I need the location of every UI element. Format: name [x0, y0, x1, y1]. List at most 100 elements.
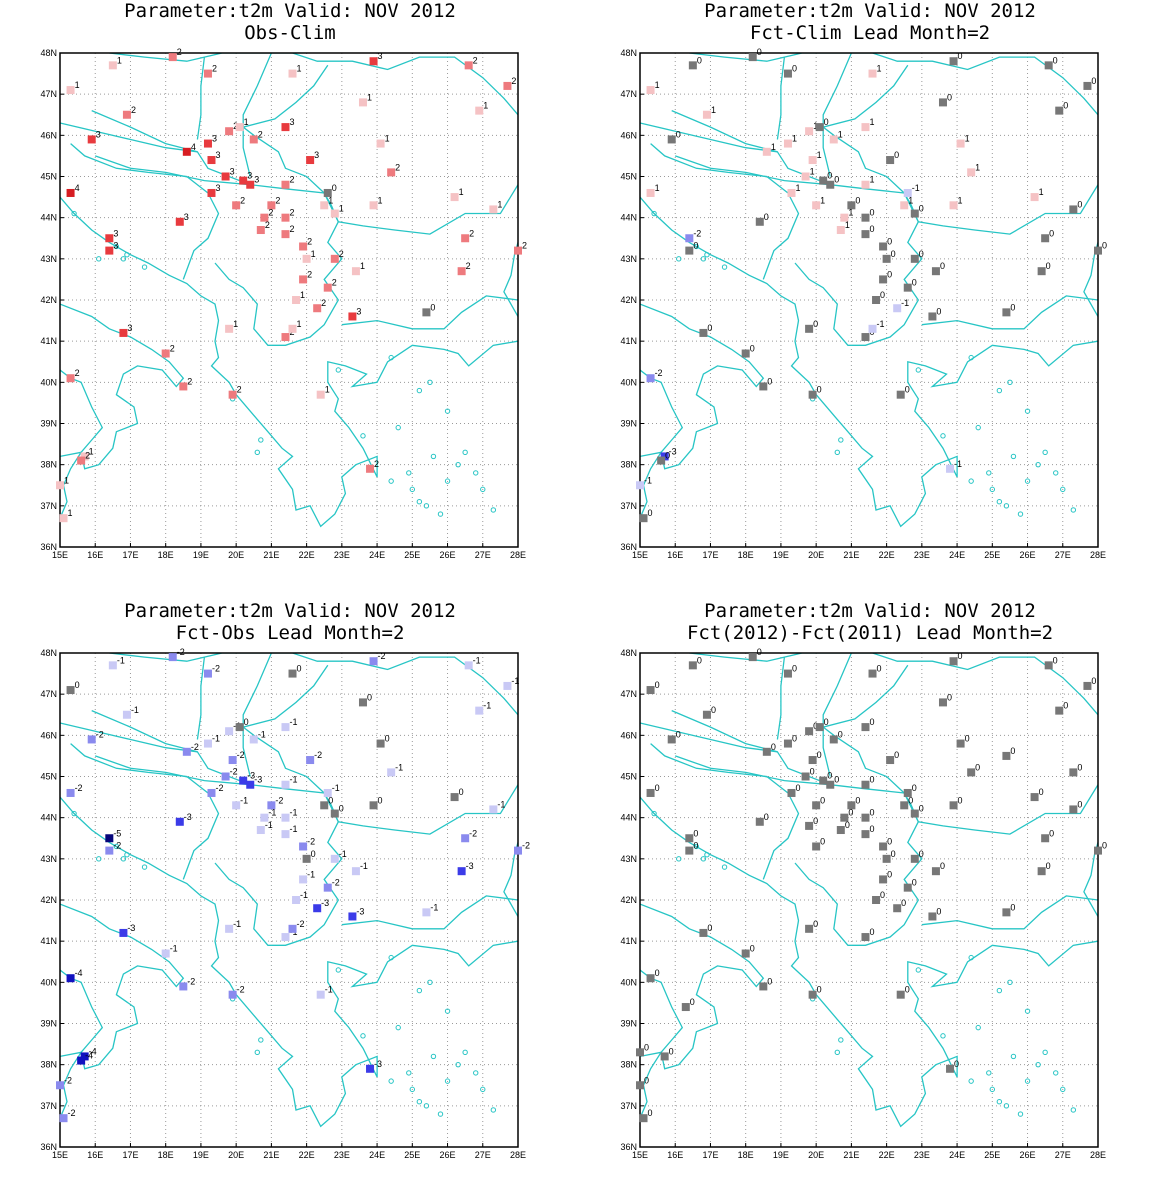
station-square: [956, 739, 965, 748]
station-marker: 3: [306, 150, 319, 165]
station-marker: 0: [667, 129, 681, 144]
station-marker: 0: [861, 824, 874, 839]
coastline: [60, 903, 185, 1070]
station-value: 0: [764, 212, 769, 222]
station-value: 0: [810, 767, 815, 777]
station-square: [1002, 308, 1011, 317]
station-marker: 0: [646, 783, 660, 797]
island: [1042, 449, 1048, 456]
island: [395, 424, 401, 431]
station-square: [826, 780, 835, 789]
station-value: 0: [838, 729, 843, 739]
station-marker: 4: [66, 183, 80, 197]
station-square: [299, 875, 308, 884]
station-value: -1: [268, 808, 276, 818]
island: [721, 864, 728, 870]
station-square: [882, 854, 891, 863]
station-value: 0: [430, 302, 435, 312]
station-square: [956, 139, 965, 148]
station-marker: 3: [369, 51, 383, 66]
island: [676, 856, 682, 862]
station-marker: -2: [66, 783, 83, 797]
x-tick-label: 15E: [52, 1150, 68, 1160]
station-marker: 0: [882, 849, 896, 863]
station-marker: -1: [903, 183, 920, 197]
station-value: 0: [958, 651, 963, 661]
station-value: -1: [258, 729, 266, 739]
station-square: [387, 168, 396, 177]
island: [416, 499, 423, 505]
station-marker: -2: [207, 783, 224, 797]
station-value: -2: [191, 742, 199, 752]
island: [388, 354, 394, 361]
station-square: [422, 908, 431, 917]
station-marker: -1: [489, 799, 505, 814]
island: [388, 1078, 394, 1084]
station-marker: 0: [1055, 101, 1068, 115]
island: [388, 478, 394, 484]
station-value: 0: [905, 385, 910, 395]
station-marker: 1: [316, 385, 330, 399]
y-tick-label: 36N: [40, 1142, 57, 1152]
station-marker: 0: [903, 783, 917, 797]
station-square: [105, 234, 114, 243]
station-square: [931, 267, 940, 276]
station-value: -2: [177, 647, 185, 657]
station-marker: 0: [667, 729, 681, 744]
x-tick-label: 26E: [440, 550, 456, 560]
station-square: [893, 304, 902, 313]
title-line-1: Parameter:t2m Valid: NOV 2012: [124, 0, 456, 22]
station-square: [358, 698, 367, 707]
station-square: [281, 213, 290, 222]
station-value: 1: [771, 142, 776, 152]
station-marker: -1: [281, 775, 297, 789]
island: [395, 1024, 401, 1031]
station-square: [292, 296, 301, 304]
station-value: 0: [648, 1108, 653, 1118]
station-marker: 0: [949, 651, 963, 666]
station-value: 0: [655, 968, 660, 978]
x-tick-label: 24E: [949, 550, 965, 560]
station-square: [235, 123, 244, 132]
station-value: 0: [750, 944, 755, 954]
station-marker: 3: [348, 306, 361, 321]
station-marker: 0: [861, 208, 874, 222]
island: [444, 478, 451, 484]
island: [423, 503, 430, 509]
x-tick-label: 27E: [1055, 550, 1071, 560]
coastline: [689, 653, 1098, 716]
station-square: [903, 788, 912, 797]
station-value: 0: [1077, 799, 1082, 809]
coastline: [109, 53, 518, 116]
station-value: 1: [75, 80, 80, 90]
station-marker: 0: [1094, 241, 1107, 255]
station-value: 0: [912, 878, 917, 888]
station-value: 0: [1049, 228, 1054, 238]
station-square: [688, 661, 697, 670]
island: [409, 1086, 416, 1093]
station-value: 0: [869, 927, 874, 937]
station-square: [288, 924, 297, 933]
station-value: -1: [954, 459, 962, 469]
coastline: [640, 796, 817, 996]
station-square: [1069, 205, 1078, 214]
island: [968, 478, 974, 484]
station-value: 1: [655, 183, 660, 193]
station-value: 4: [75, 183, 80, 193]
island: [430, 1053, 437, 1060]
station-value: 3: [254, 175, 259, 185]
coastline: [196, 57, 206, 140]
y-tick-label: 45N: [620, 772, 637, 782]
station-marker: 2: [122, 105, 136, 119]
station-marker: -2: [646, 368, 663, 383]
coastline: [60, 1051, 83, 1119]
x-tick-label: 18E: [738, 550, 754, 560]
station-square: [422, 308, 431, 317]
x-tick-label: 28E: [510, 550, 526, 560]
x-tick-label: 25E: [404, 550, 420, 560]
station-value: 0: [827, 171, 832, 181]
station-square: [699, 928, 708, 937]
title-line-1: Parameter:t2m Valid: NOV 2012: [704, 0, 1036, 22]
station-value: -1: [473, 655, 481, 665]
station-marker: -1: [203, 734, 220, 748]
